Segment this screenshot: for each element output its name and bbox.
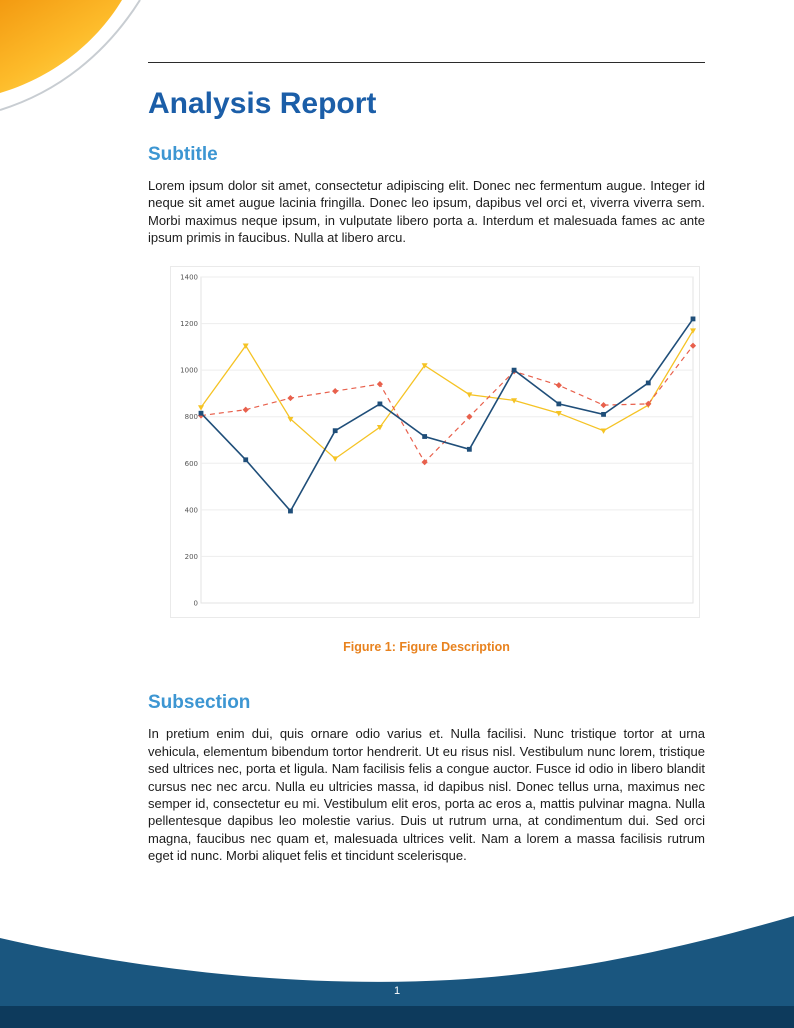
section-heading-subtitle: Subtitle — [148, 144, 218, 165]
svg-text:1200: 1200 — [180, 321, 198, 329]
section-heading-subsection: Subsection — [148, 692, 251, 714]
document-content: Analysis Report Subtitle Lorem ipsum dol… — [148, 62, 705, 864]
figure-caption-text: Figure Description — [399, 640, 510, 655]
page-title: Analysis Report — [148, 87, 377, 120]
svg-text:200: 200 — [185, 553, 198, 561]
paragraph-subtitle: Lorem ipsum dolor sit amet, consectetur … — [148, 177, 705, 246]
header-rule — [148, 62, 705, 63]
svg-text:800: 800 — [185, 414, 198, 422]
svg-text:400: 400 — [185, 507, 198, 515]
svg-text:0: 0 — [194, 600, 198, 608]
svg-text:600: 600 — [185, 460, 198, 468]
chart: 0 200 400 600 800 1000 1200 1400 — [170, 266, 700, 619]
footer-wave-icon — [0, 916, 794, 1028]
svg-text:1000: 1000 — [180, 367, 198, 375]
figure-caption: Figure 1: Figure Description — [148, 640, 705, 654]
svg-text:1400: 1400 — [180, 274, 198, 282]
page-number: 1 — [393, 985, 401, 997]
paragraph-subsection: In pretium enim dui, quis ornare odio va… — [148, 726, 705, 864]
figure-caption-label: Figure 1: — [343, 640, 396, 655]
footer-wave-decoration — [0, 888, 794, 1028]
figure-block: 0 200 400 600 800 1000 1200 1400 Figure 1: Figu… — [148, 266, 705, 654]
